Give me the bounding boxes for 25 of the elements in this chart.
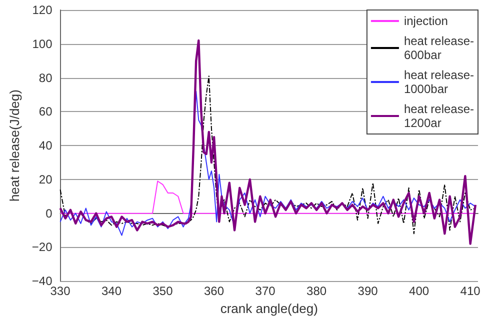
x-tick-label: 400 — [409, 284, 430, 298]
y-tick-label: 80 — [38, 70, 53, 85]
y-tick-label: −40 — [32, 274, 53, 288]
x-tick-label: 390 — [358, 284, 378, 298]
y-tick-label: 20 — [38, 172, 53, 186]
line-series — [60, 180, 476, 214]
y-tick-label: 120 — [32, 3, 53, 17]
legend-label: heat release-1200ar — [404, 102, 474, 130]
x-tick-label: 330 — [50, 284, 71, 298]
x-tick-label: 350 — [152, 284, 174, 298]
x-tick-label: 340 — [101, 284, 122, 298]
y-tick-label: 60 — [38, 104, 53, 119]
y-axis-title: heat release(J/deg) — [7, 90, 22, 202]
x-tick-label: 360 — [204, 284, 224, 298]
legend-label: heat release-1000bar — [404, 68, 474, 96]
y-tick-label: 100 — [32, 36, 53, 51]
y-tick-label: 0 — [46, 206, 53, 220]
x-axis-title: crank angle(deg) — [220, 301, 318, 316]
x-tick-label: 410 — [460, 284, 481, 298]
legend-label: heat release-600bar — [404, 34, 474, 62]
legend-label: injection — [404, 14, 448, 28]
x-tick-label: 370 — [255, 284, 276, 298]
x-tick-label: 380 — [306, 284, 327, 298]
y-tick-label: −20 — [32, 240, 53, 254]
y-tick-label: 40 — [38, 138, 53, 153]
